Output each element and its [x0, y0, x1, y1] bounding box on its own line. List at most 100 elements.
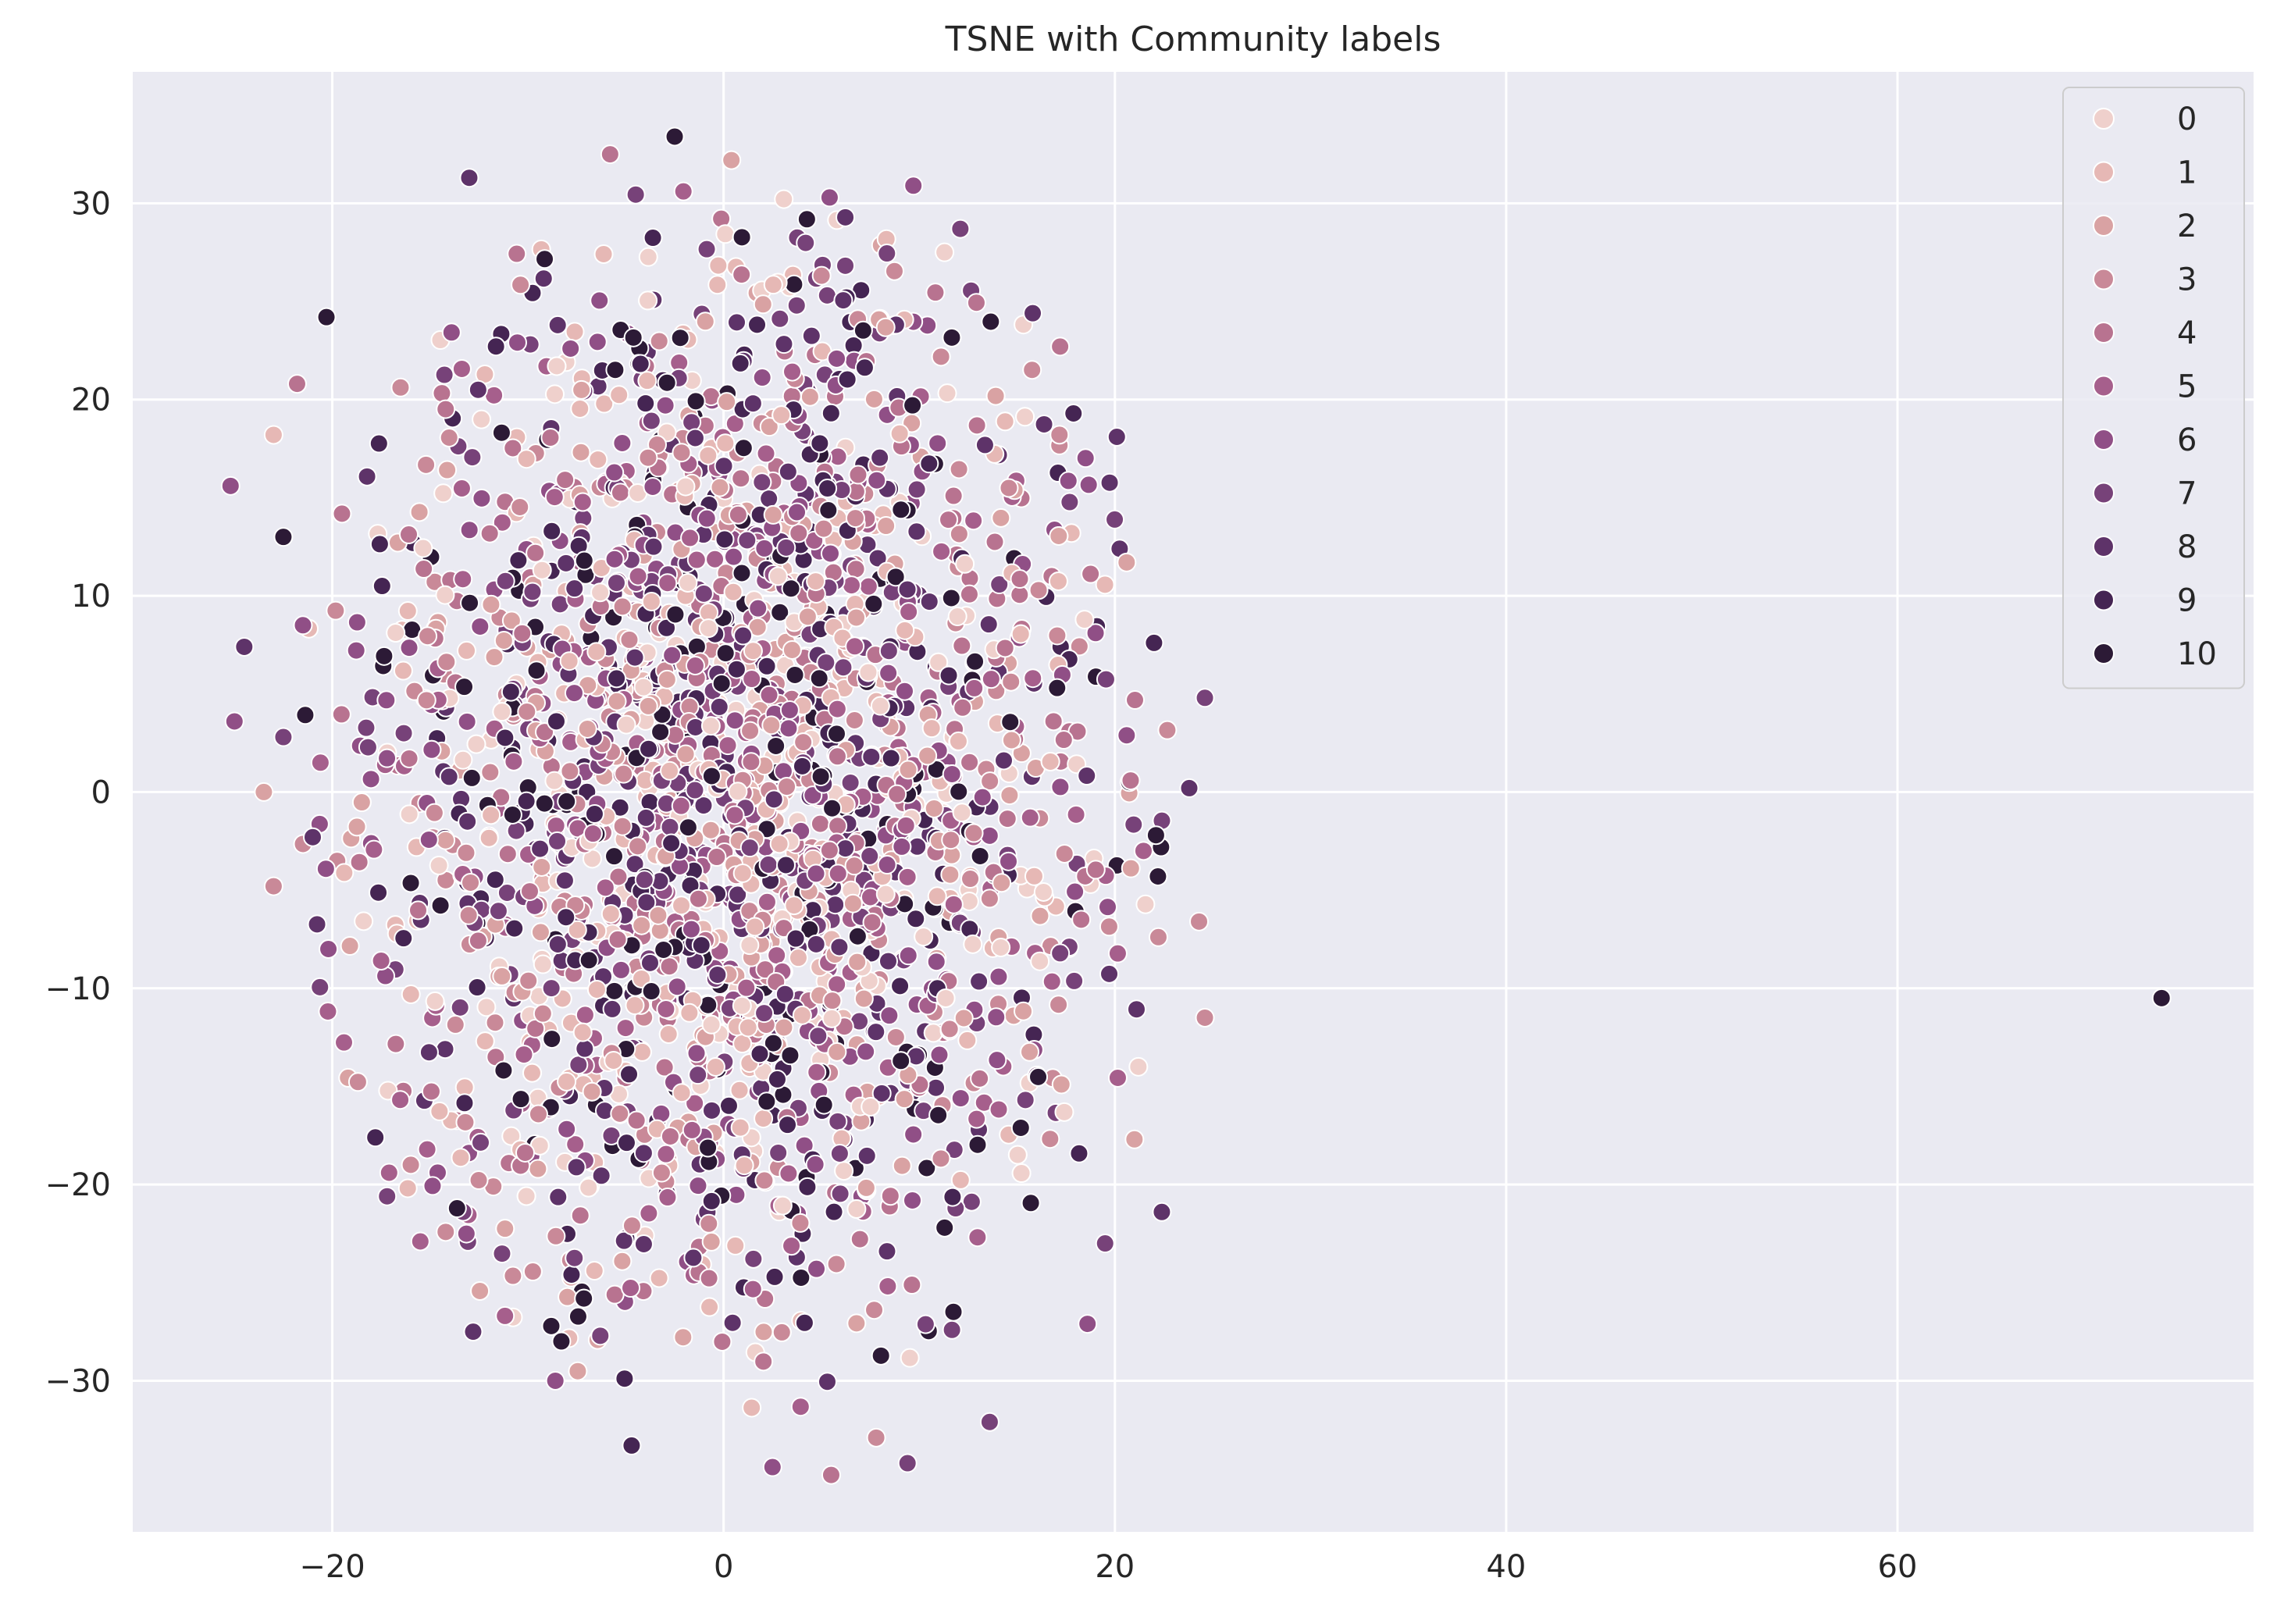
data-point: [628, 566, 648, 586]
data-point: [673, 181, 693, 201]
data-point: [450, 997, 470, 1017]
data-point: [709, 696, 729, 717]
data-point: [1124, 1129, 1145, 1149]
data-point: [472, 488, 492, 508]
data-point: [600, 903, 621, 924]
data-point: [419, 829, 439, 849]
data-point: [556, 553, 576, 573]
data-point: [1077, 766, 1097, 786]
data-point: [1049, 425, 1070, 445]
data-point: [1049, 525, 1069, 546]
data-point: [1015, 1090, 1035, 1110]
data-point: [739, 935, 760, 956]
data-point: [354, 911, 374, 931]
data-point: [516, 449, 536, 469]
data-point: [657, 669, 677, 689]
data-point: [734, 1156, 754, 1176]
legend-marker: [2093, 268, 2115, 290]
data-point: [519, 881, 540, 902]
data-point: [926, 1077, 946, 1098]
data-point: [625, 995, 645, 1016]
data-point: [763, 504, 783, 525]
data-point: [707, 964, 728, 985]
data-point: [675, 476, 696, 497]
data-point: [953, 1008, 974, 1028]
data-point: [611, 960, 631, 980]
x-tick-label: 0: [714, 1549, 733, 1585]
data-point: [987, 1050, 1007, 1070]
data-point: [928, 1105, 949, 1125]
data-point: [975, 435, 995, 455]
data-point: [985, 386, 1006, 406]
data-point: [417, 1139, 437, 1159]
data-point: [414, 559, 434, 579]
data-point: [871, 1345, 891, 1366]
data-point: [919, 454, 939, 474]
data-point: [471, 1132, 491, 1152]
data-point: [1099, 472, 1120, 493]
data-point: [399, 638, 419, 658]
data-point: [615, 1369, 635, 1389]
data-point: [672, 443, 692, 463]
data-point: [782, 639, 802, 660]
data-point: [948, 731, 968, 751]
data-point: [833, 657, 853, 678]
data-point: [459, 520, 479, 540]
data-point: [732, 227, 752, 248]
data-point: [263, 425, 283, 445]
data-point: [999, 478, 1019, 498]
data-point: [949, 524, 969, 544]
data-point: [657, 618, 677, 638]
data-point: [623, 327, 643, 347]
data-point: [497, 844, 518, 864]
data-point: [972, 787, 992, 807]
data-point: [797, 607, 818, 627]
legend-label: 1: [2177, 155, 2197, 191]
data-point: [796, 209, 817, 230]
data-point: [967, 1109, 987, 1129]
data-point: [884, 261, 904, 281]
data-point: [963, 934, 983, 954]
data-point: [530, 839, 551, 859]
data-point: [638, 447, 658, 468]
data-point: [548, 1187, 568, 1207]
data-point: [981, 312, 1001, 332]
data-point: [967, 1134, 988, 1155]
data-point: [566, 1157, 586, 1177]
data-point: [986, 1007, 1007, 1027]
data-point: [730, 353, 750, 373]
data-point: [960, 869, 981, 889]
data-point: [902, 1190, 922, 1210]
data-point: [877, 244, 897, 264]
data-point: [1053, 730, 1074, 750]
data-point: [455, 1112, 476, 1132]
data-point: [742, 1398, 762, 1418]
data-point: [701, 1231, 722, 1252]
legend-marker: [2093, 429, 2115, 451]
data-point: [715, 433, 736, 454]
data-point: [898, 760, 918, 780]
data-point: [612, 433, 632, 454]
data-point: [533, 269, 554, 289]
data-point: [919, 592, 939, 612]
data-point: [590, 1326, 611, 1346]
data-point: [657, 573, 678, 593]
data-point: [941, 588, 961, 608]
data-point: [695, 312, 715, 332]
data-point: [340, 936, 360, 956]
data-point: [880, 1186, 900, 1206]
data-point: [700, 1297, 720, 1317]
data-point: [726, 659, 747, 679]
data-point: [310, 977, 330, 997]
data-point: [643, 476, 663, 497]
data-point: [560, 761, 580, 782]
data-point: [416, 454, 437, 475]
data-point: [630, 354, 650, 374]
data-point: [698, 445, 718, 465]
data-point: [1000, 785, 1020, 806]
data-point: [897, 1453, 918, 1473]
data-point: [565, 1248, 585, 1268]
data-point: [784, 896, 804, 916]
data-point: [981, 669, 1001, 689]
data-point: [451, 478, 472, 498]
